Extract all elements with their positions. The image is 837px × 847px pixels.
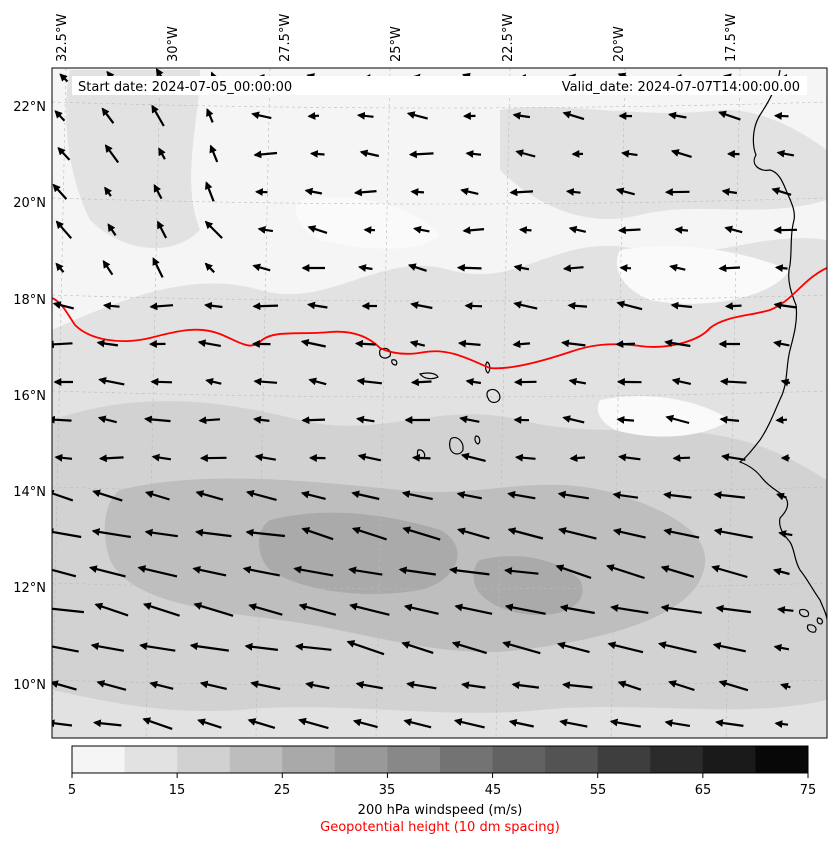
wind-arrow bbox=[514, 343, 530, 344]
wind-arrow bbox=[620, 230, 641, 231]
wind-arrow bbox=[309, 116, 319, 117]
colorbar-cell bbox=[493, 746, 546, 773]
colorbar-cell bbox=[72, 746, 125, 773]
wind-arrow bbox=[777, 420, 787, 421]
start-date-label: Start date: 2024-07-05_00:00:00 bbox=[78, 80, 292, 95]
colorbar-cell bbox=[598, 746, 651, 773]
wind-arrow bbox=[254, 306, 278, 307]
wind-arrow bbox=[511, 191, 533, 192]
wind-arrow bbox=[200, 419, 220, 420]
lon-tick-label: 20°W bbox=[612, 26, 627, 62]
lon-tick-label: 27.5°W bbox=[278, 14, 293, 62]
colorbar-cell bbox=[230, 746, 283, 773]
colorbar-tick-label: 45 bbox=[485, 783, 502, 798]
wind-arrow bbox=[467, 153, 481, 154]
colorbar-cell bbox=[387, 746, 440, 773]
wind-arrow bbox=[48, 343, 73, 344]
wind-arrow bbox=[674, 458, 690, 459]
wind-arrow bbox=[152, 382, 172, 383]
colorbar-tick-label: 15 bbox=[169, 783, 186, 798]
colorbar-cell bbox=[650, 746, 703, 773]
wind-arrow bbox=[101, 457, 124, 458]
lon-tick-label: 17.5°W bbox=[724, 14, 739, 62]
colorbar-subtitle: Geopotential height (10 dm spacing) bbox=[320, 820, 560, 835]
lat-tick-label: 14°N bbox=[13, 485, 46, 500]
wind-arrow bbox=[105, 305, 120, 306]
colorbar-cell bbox=[335, 746, 388, 773]
latitude-axis-labels: 22°N 20°N 18°N 16°N 14°N 12°N 10°N bbox=[13, 100, 46, 693]
colorbar-tick-label: 75 bbox=[800, 783, 817, 798]
wind-arrow bbox=[621, 268, 631, 269]
wind-arrow bbox=[776, 116, 789, 117]
colorbar-cells bbox=[72, 746, 809, 773]
colorbar-ticks bbox=[72, 773, 808, 778]
colorbar-cell bbox=[177, 746, 230, 773]
wind-arrow bbox=[411, 153, 434, 154]
colorbar-tick-label: 55 bbox=[590, 783, 607, 798]
wind-arrow bbox=[413, 382, 432, 383]
lon-tick-label: 25°W bbox=[389, 26, 404, 62]
wind-arrow bbox=[521, 230, 532, 231]
colorbar-cell bbox=[125, 746, 178, 773]
colorbar-title: 200 hPa windspeed (m/s) bbox=[358, 803, 523, 818]
wind-arrow bbox=[357, 344, 376, 345]
lon-tick-label: 30°W bbox=[166, 26, 181, 62]
lat-tick-label: 22°N bbox=[13, 100, 46, 115]
wind-arrow bbox=[303, 420, 325, 421]
wind-arrow bbox=[312, 154, 325, 155]
wind-arrow bbox=[727, 306, 742, 307]
wind-arrow bbox=[569, 305, 587, 306]
lat-tick-label: 12°N bbox=[13, 581, 46, 596]
map-panel: Start date: 2024-07-05_00:00:00 Valid_da… bbox=[41, 68, 827, 738]
lat-tick-label: 16°N bbox=[13, 389, 46, 404]
wind-arrow bbox=[414, 458, 431, 459]
wind-arrow bbox=[568, 191, 581, 192]
wind-arrow bbox=[722, 381, 747, 382]
lon-tick-label: 22.5°W bbox=[501, 14, 516, 62]
colorbar-tick-label: 65 bbox=[695, 783, 712, 798]
colorbar-cell bbox=[440, 746, 493, 773]
wind-arrow bbox=[466, 306, 482, 307]
colorbar-tick-label: 5 bbox=[68, 783, 76, 798]
windspeed-band-10-15-ne bbox=[500, 107, 827, 219]
wind-arrow bbox=[459, 268, 482, 269]
colorbar: 5 15 25 35 45 55 65 75 200 hPa windspeed… bbox=[68, 746, 816, 835]
colorbar-tick-label: 25 bbox=[274, 783, 291, 798]
colorbar-cell bbox=[282, 746, 335, 773]
wind-arrow bbox=[720, 268, 740, 269]
lat-tick-label: 10°N bbox=[13, 678, 46, 693]
lat-tick-label: 20°N bbox=[13, 196, 46, 211]
longitude-axis-labels: 32.5°W 30°W 27.5°W 25°W 22.5°W 20°W 17.5… bbox=[55, 14, 739, 62]
lat-tick-label: 18°N bbox=[13, 293, 46, 308]
wind-arrow bbox=[776, 723, 788, 724]
wind-arrow bbox=[412, 192, 424, 193]
colorbar-cell bbox=[703, 746, 756, 773]
wind-arrow bbox=[676, 229, 688, 230]
wind-arrow bbox=[617, 344, 635, 345]
wind-arrow bbox=[618, 419, 634, 420]
valid-date-label: Valid_date: 2024-07-07T14:00:00.00 bbox=[562, 80, 800, 95]
colorbar-tick-label: 35 bbox=[379, 783, 396, 798]
colorbar-cell bbox=[545, 746, 598, 773]
wind-arrow bbox=[571, 458, 585, 459]
lon-tick-label: 32.5°W bbox=[55, 14, 70, 62]
colorbar-cell bbox=[755, 746, 808, 773]
wind-arrow bbox=[777, 267, 788, 268]
